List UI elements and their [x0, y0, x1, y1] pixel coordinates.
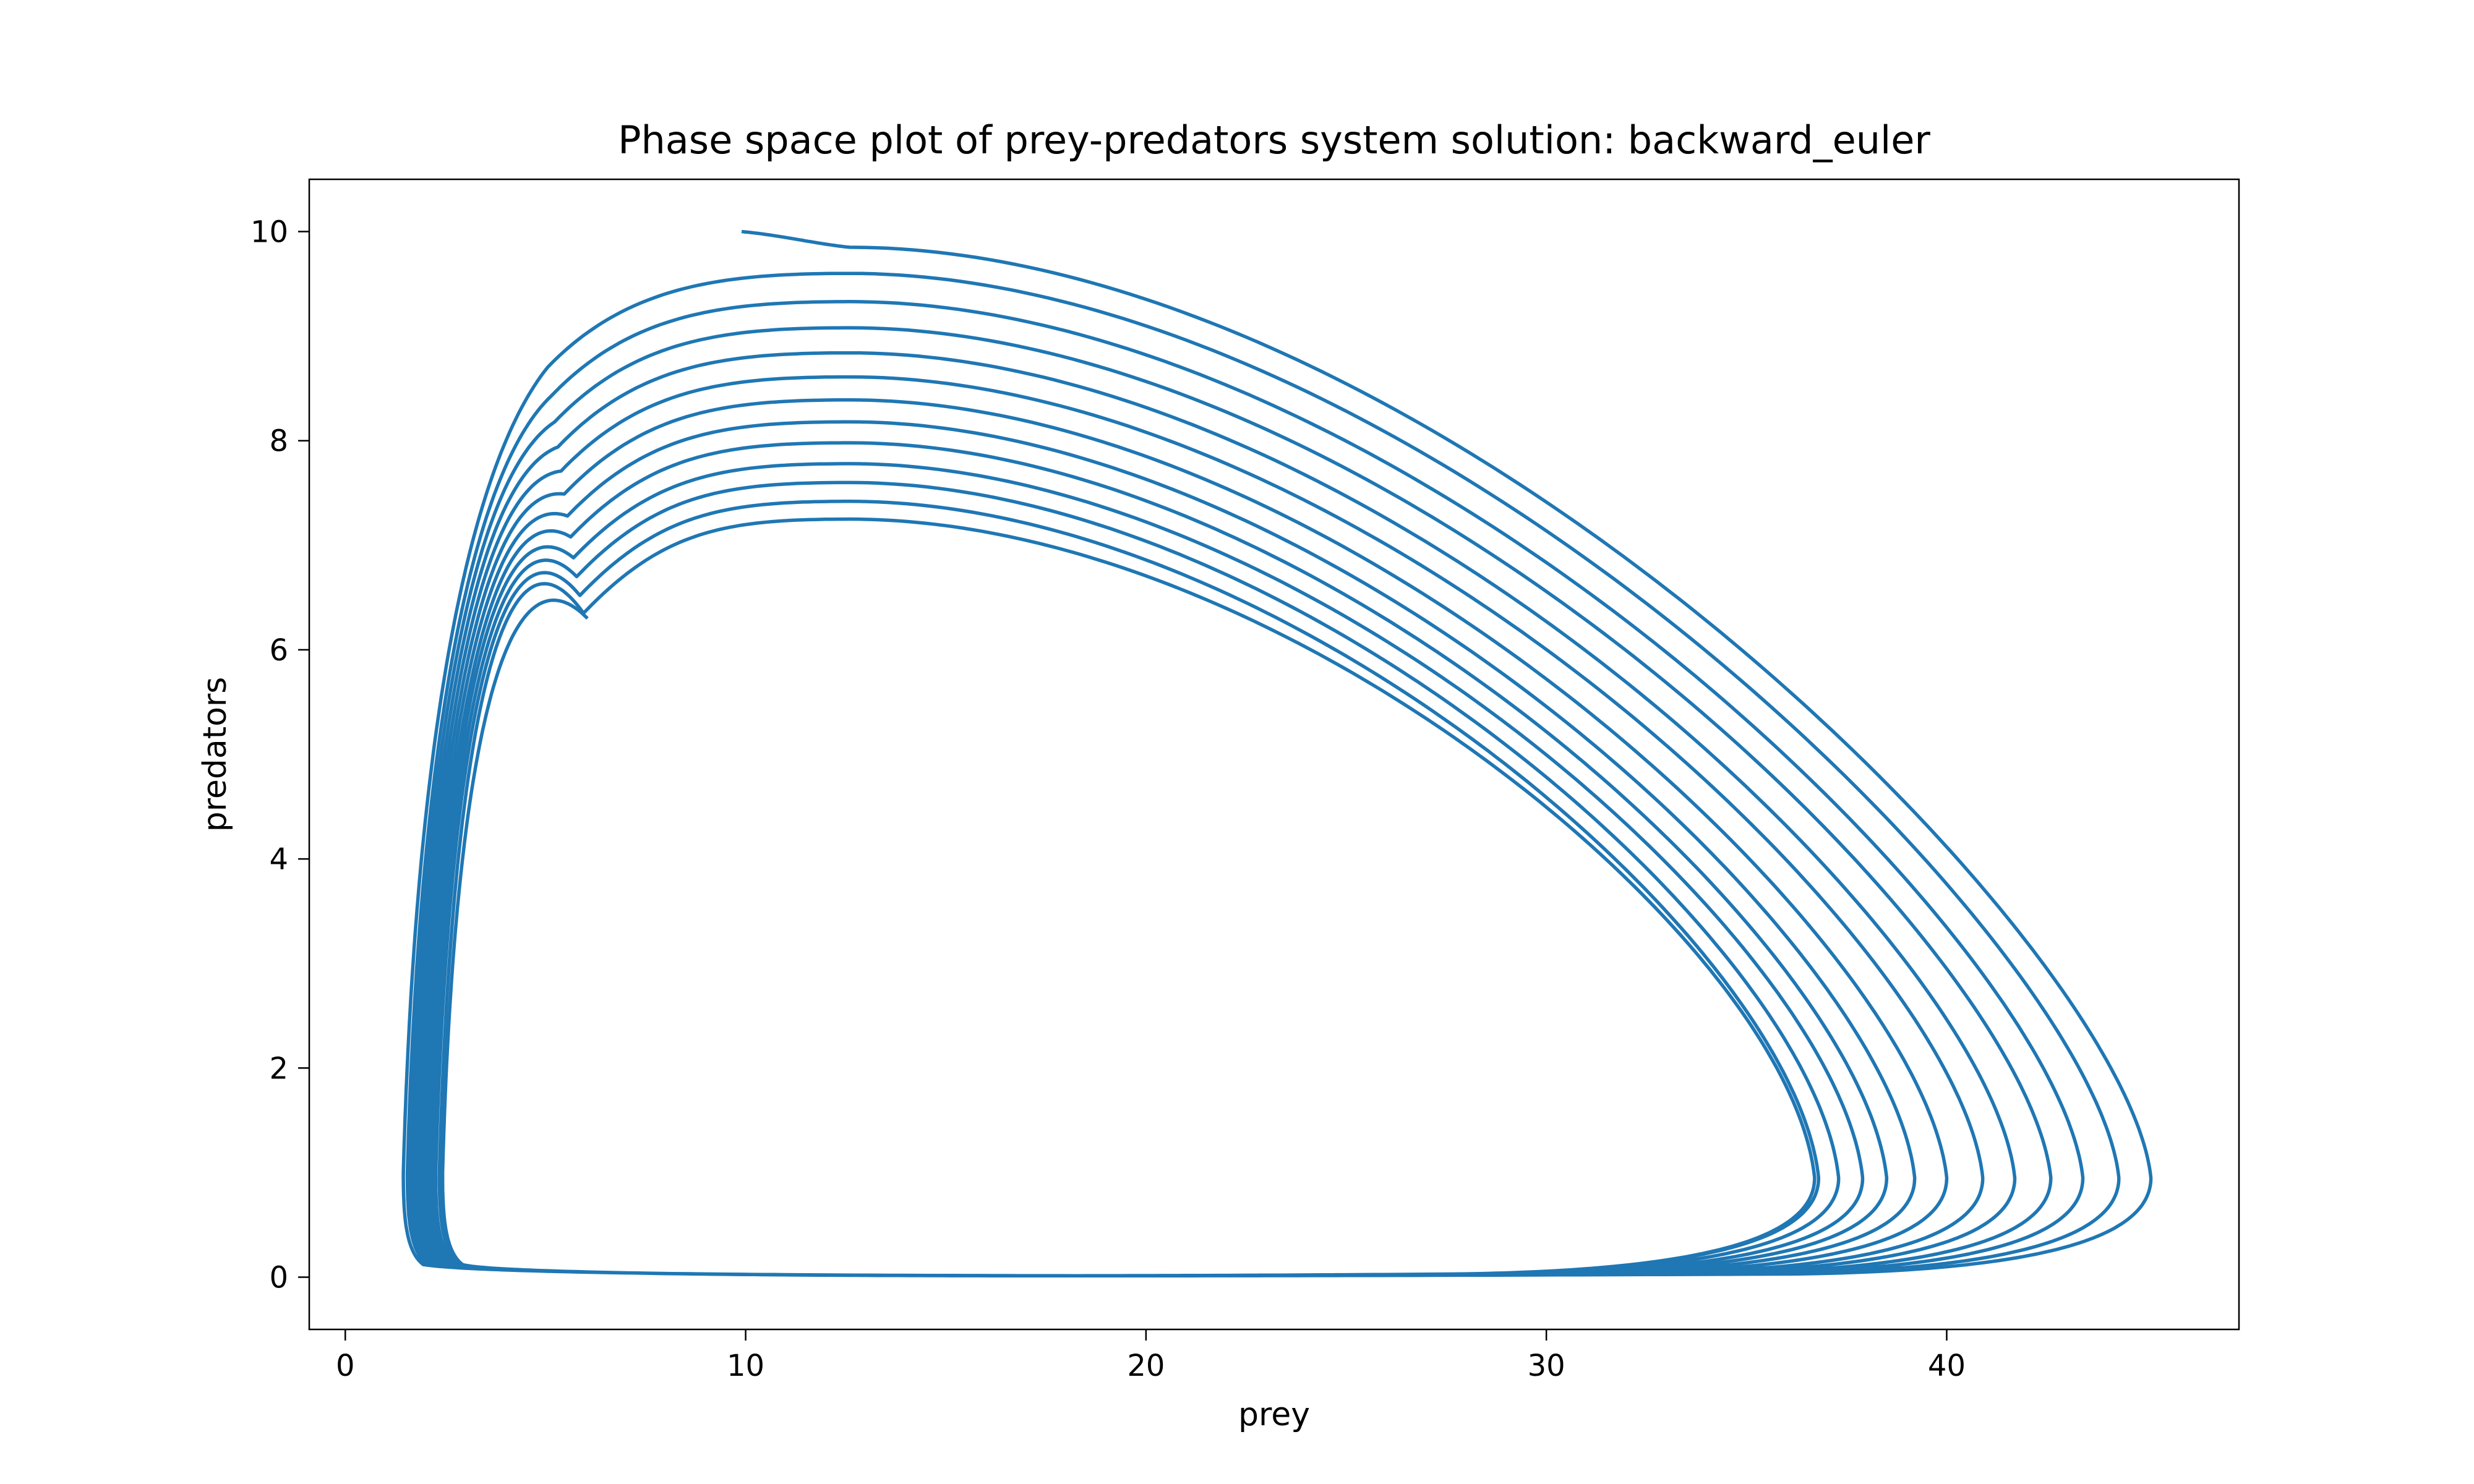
x-tick-label: 20 — [1127, 1349, 1165, 1383]
plot-background — [309, 179, 2239, 1329]
trajectory-line — [401, 229, 2153, 1277]
y-tick-label: 8 — [269, 424, 288, 459]
x-tick-label: 30 — [1528, 1349, 1565, 1383]
y-tick-label: 0 — [269, 1260, 288, 1295]
x-axis: 0 10 20 30 40 — [336, 1329, 1966, 1383]
x-tick-label: 10 — [727, 1349, 764, 1383]
y-tick-label: 4 — [269, 842, 288, 877]
y-tick-label: 2 — [269, 1051, 288, 1086]
chart-title: Phase space plot of prey-predators syste… — [618, 117, 1930, 163]
y-tick-label: 10 — [250, 215, 288, 250]
y-axis: 0 2 4 6 8 10 — [250, 215, 309, 1295]
x-tick-label: 40 — [1928, 1349, 1966, 1383]
x-axis-label: prey — [1238, 1396, 1310, 1433]
y-tick-label: 6 — [269, 633, 288, 668]
y-axis-label: predators — [197, 677, 234, 832]
plot-frame — [308, 178, 2240, 1331]
x-tick-label: 0 — [336, 1349, 355, 1383]
series-layer — [401, 229, 2153, 1277]
